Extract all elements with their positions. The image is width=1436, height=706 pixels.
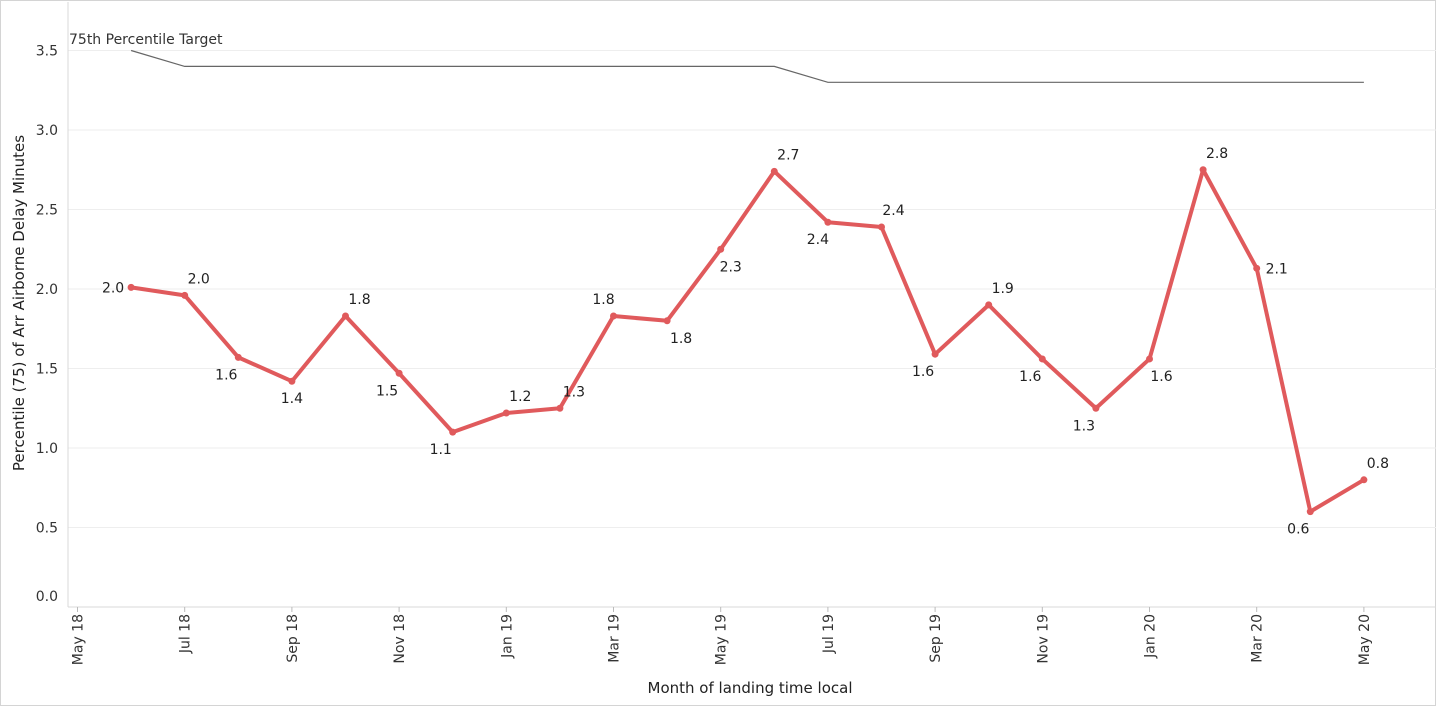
series-group [127,166,1368,516]
series-line [129,167,1366,514]
data-point[interactable] [1092,404,1100,412]
data-point[interactable] [288,377,296,385]
data-point[interactable] [1253,264,1261,272]
reference-line-label: 75th Percentile Target [69,32,223,48]
y-tick-label: 0.5 [36,521,58,537]
data-point[interactable] [1306,508,1314,516]
data-point[interactable] [1199,166,1207,174]
data-label: 2.1 [1266,261,1288,277]
x-tick-label: Mar 19 [607,614,623,663]
x-tick-label: Jan 19 [499,614,515,659]
y-axis-ticks: 0.0 0.5 1.0 1.5 2.0 2.5 3.0 3.5 [36,44,58,606]
y-tick-label: 2.0 [36,282,58,298]
x-tick-label: Jul 18 [178,614,194,654]
data-label: 1.3 [1073,418,1095,434]
data-label: 2.0 [102,280,124,296]
data-point[interactable] [449,428,457,436]
data-point[interactable] [234,353,242,361]
data-point[interactable] [1146,355,1153,363]
data-point[interactable] [395,369,403,377]
data-point[interactable] [1360,476,1368,484]
data-label: 2.4 [882,203,904,219]
reference-line [130,49,1364,83]
data-label: 1.6 [215,367,237,383]
data-label: 1.3 [563,384,585,400]
data-label: 1.1 [430,442,452,458]
data-point[interactable] [1038,355,1046,363]
data-label: 1.6 [912,364,934,380]
data-point[interactable] [824,218,832,226]
data-point[interactable] [342,312,349,320]
data-label: 0.8 [1367,456,1389,472]
data-point[interactable] [878,223,885,231]
data-point[interactable] [181,291,189,299]
data-label: 1.8 [592,292,614,308]
x-tick-label: Sep 18 [285,614,301,663]
y-tick-label: 1.0 [36,441,58,457]
y-tick-label: 2.5 [36,203,58,219]
data-point[interactable] [663,317,671,325]
x-tick-label: May 20 [1357,614,1373,665]
data-point[interactable] [502,409,510,417]
data-point[interactable] [717,245,725,253]
data-label: 1.4 [281,391,303,407]
y-tick-label: 3.5 [36,44,58,60]
x-tick-label: Sep 19 [928,614,944,663]
data-label: 1.5 [376,383,398,399]
data-label: 0.6 [1287,522,1309,538]
y-tick-label: 0.0 [36,589,58,605]
data-point[interactable] [985,301,993,309]
axes [67,2,1436,608]
data-point[interactable] [556,404,564,412]
x-tick-label: Jul 19 [821,614,837,654]
data-label: 1.8 [348,292,370,308]
y-tick-label: 1.5 [36,362,58,378]
x-axis-ticks: May 18 Jul 18 Sep 18 Nov 18 Jan 19 Mar 19 May … [71,607,1373,665]
y-tick-label: 3.0 [36,123,58,139]
data-point[interactable] [770,167,778,175]
data-label: 1.2 [509,389,531,405]
data-label: 1.6 [1019,369,1041,385]
x-axis-title: Month of landing time local [648,679,853,697]
x-tick-label: May 18 [71,614,87,665]
x-tick-label: Nov 19 [1035,614,1051,664]
gridlines [68,50,1436,528]
data-label: 2.8 [1206,146,1228,162]
x-tick-label: Jan 20 [1143,614,1159,659]
x-tick-label: Mar 20 [1250,614,1266,663]
reference-line-group: 75th Percentile Target [69,32,1364,83]
data-label: 2.4 [807,232,829,248]
data-label: 2.3 [720,259,742,275]
data-label: 1.6 [1150,369,1172,385]
data-label: 1.8 [670,331,692,347]
data-point[interactable] [127,283,135,291]
data-point[interactable] [931,350,939,358]
data-label: 1.9 [992,281,1014,297]
y-axis-title: Percentile (75) of Arr Airborne Delay Mi… [10,135,28,471]
x-tick-label: May 19 [714,614,730,665]
data-label: 2.0 [188,271,210,287]
data-label: 2.7 [777,147,799,163]
data-labels: 2.0 2.0 1.6 1.4 1.8 1.5 1.1 1.2 1.3 1.8 1.8 2.3 2.7 2… [102,146,1389,538]
data-point[interactable] [610,312,617,320]
x-tick-label: Nov 18 [392,614,408,664]
